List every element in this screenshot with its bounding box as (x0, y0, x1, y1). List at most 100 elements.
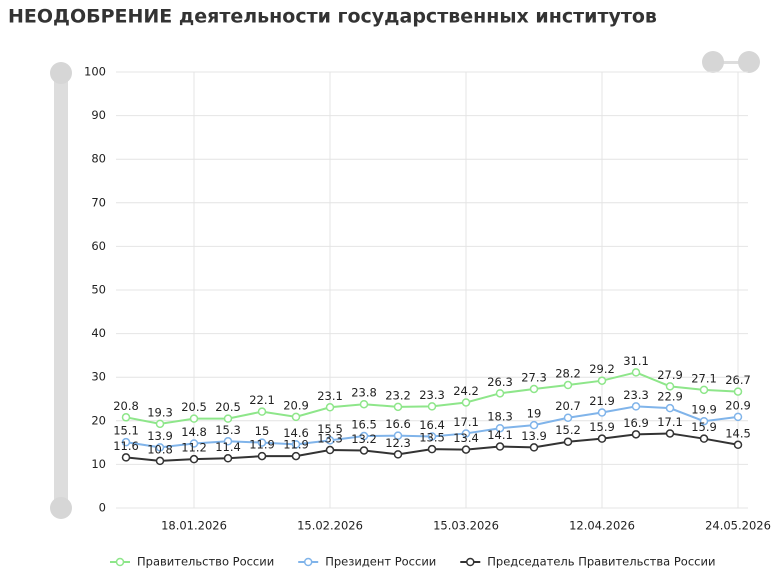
data-label: 19.9 (691, 403, 717, 417)
data-point (121, 413, 131, 422)
data-label: 16.4 (419, 418, 445, 432)
data-label: 24.2 (453, 384, 479, 398)
data-point (325, 436, 335, 445)
x-tick-label: 15.02.2026 (297, 519, 363, 533)
data-point (223, 454, 233, 463)
data-point (121, 437, 131, 447)
data-label: 15.9 (589, 420, 615, 434)
y-tick-label: 0 (99, 501, 106, 515)
slider-track (706, 61, 750, 64)
data-label: 11.2 (181, 441, 207, 455)
data-label: 27.1 (691, 371, 717, 385)
data-label: 18.3 (487, 410, 513, 424)
data-point (631, 430, 641, 439)
data-point (257, 438, 267, 447)
data-label: 23.3 (419, 388, 445, 402)
data-point (461, 429, 471, 438)
slider-handle[interactable] (738, 51, 760, 73)
y-tick-label: 30 (91, 370, 106, 384)
data-point (597, 376, 607, 385)
data-point (291, 451, 301, 461)
data-point (393, 431, 403, 440)
data-point (291, 440, 301, 449)
legend-marker (115, 557, 125, 567)
data-label: 20.9 (283, 398, 309, 412)
data-point (121, 453, 131, 462)
data-label: 13.5 (419, 431, 445, 445)
data-label: 15.9 (691, 420, 717, 434)
legend-item[interactable]: Председатель Правительства России (460, 555, 715, 569)
data-label: 15.1 (113, 424, 139, 438)
data-label: 21.9 (589, 394, 615, 408)
data-point (427, 444, 437, 454)
range-slider[interactable] (50, 51, 760, 519)
y-tick-label: 80 (91, 152, 106, 166)
data-label: 11.9 (249, 438, 275, 452)
y-tick-label: 90 (91, 108, 106, 122)
y-tick-label: 10 (91, 457, 106, 471)
y-tick-label: 50 (91, 283, 106, 297)
data-point (461, 445, 471, 454)
data-label: 20.9 (725, 398, 751, 412)
x-tick-label: 12.04.2026 (569, 519, 635, 533)
data-point (733, 412, 743, 422)
y-tick-label: 100 (84, 65, 106, 79)
y-tick-label: 40 (91, 326, 106, 340)
data-label: 14.8 (181, 425, 207, 439)
data-label: 11.6 (113, 439, 139, 453)
data-label: 13.3 (317, 432, 343, 446)
chart-title: НЕОДОБРЕНИЕ деятельности государственных… (8, 6, 657, 28)
slider-handle[interactable] (50, 497, 72, 519)
data-point (461, 398, 471, 407)
data-label: 27.3 (521, 370, 547, 384)
data-point (699, 434, 709, 443)
legend-label: Президент России (325, 555, 436, 569)
data-label: 20.8 (113, 399, 139, 413)
data-point (665, 382, 675, 391)
data-point (495, 423, 505, 433)
data-label: 15.2 (555, 423, 581, 437)
data-label: 17.1 (453, 415, 479, 429)
data-label: 23.3 (623, 388, 649, 402)
data-point (563, 413, 573, 422)
data-point (631, 368, 641, 377)
data-label: 13.4 (453, 431, 479, 445)
data-point (597, 408, 607, 417)
data-label: 20.5 (215, 400, 241, 414)
legend-label: Правительство России (137, 555, 274, 569)
data-label: 16.5 (351, 418, 377, 432)
data-point (189, 414, 199, 423)
data-point (223, 437, 233, 446)
data-label: 31.1 (623, 354, 649, 368)
data-point (495, 442, 505, 451)
data-point (189, 439, 199, 448)
data-label: 23.8 (351, 386, 377, 400)
data-point (529, 420, 539, 430)
data-label: 26.3 (487, 375, 513, 389)
data-label: 28.2 (555, 367, 581, 381)
legend-item[interactable]: Президент России (298, 555, 436, 569)
data-label: 23.2 (385, 388, 411, 402)
data-point (393, 450, 403, 459)
data-point (427, 432, 437, 441)
data-point (495, 389, 505, 398)
y-tick-label: 20 (91, 413, 106, 427)
data-point (257, 407, 267, 416)
data-point (563, 380, 573, 390)
legend-marker (303, 557, 313, 567)
slider-handle[interactable] (702, 51, 724, 73)
data-label: 16.9 (623, 416, 649, 430)
data-point (359, 431, 369, 441)
data-point (597, 434, 607, 443)
y-tick-label: 70 (91, 195, 106, 209)
data-label: 19.3 (147, 405, 173, 419)
legend-label: Председатель Правительства России (487, 555, 715, 569)
data-label: 13.9 (147, 429, 173, 443)
data-point (563, 437, 573, 446)
legend-item[interactable]: Правительство России (110, 555, 274, 569)
data-label: 10.8 (147, 442, 173, 456)
slider-handle[interactable] (50, 62, 72, 84)
data-point (699, 416, 709, 426)
data-point (733, 440, 743, 450)
data-point (155, 443, 165, 452)
